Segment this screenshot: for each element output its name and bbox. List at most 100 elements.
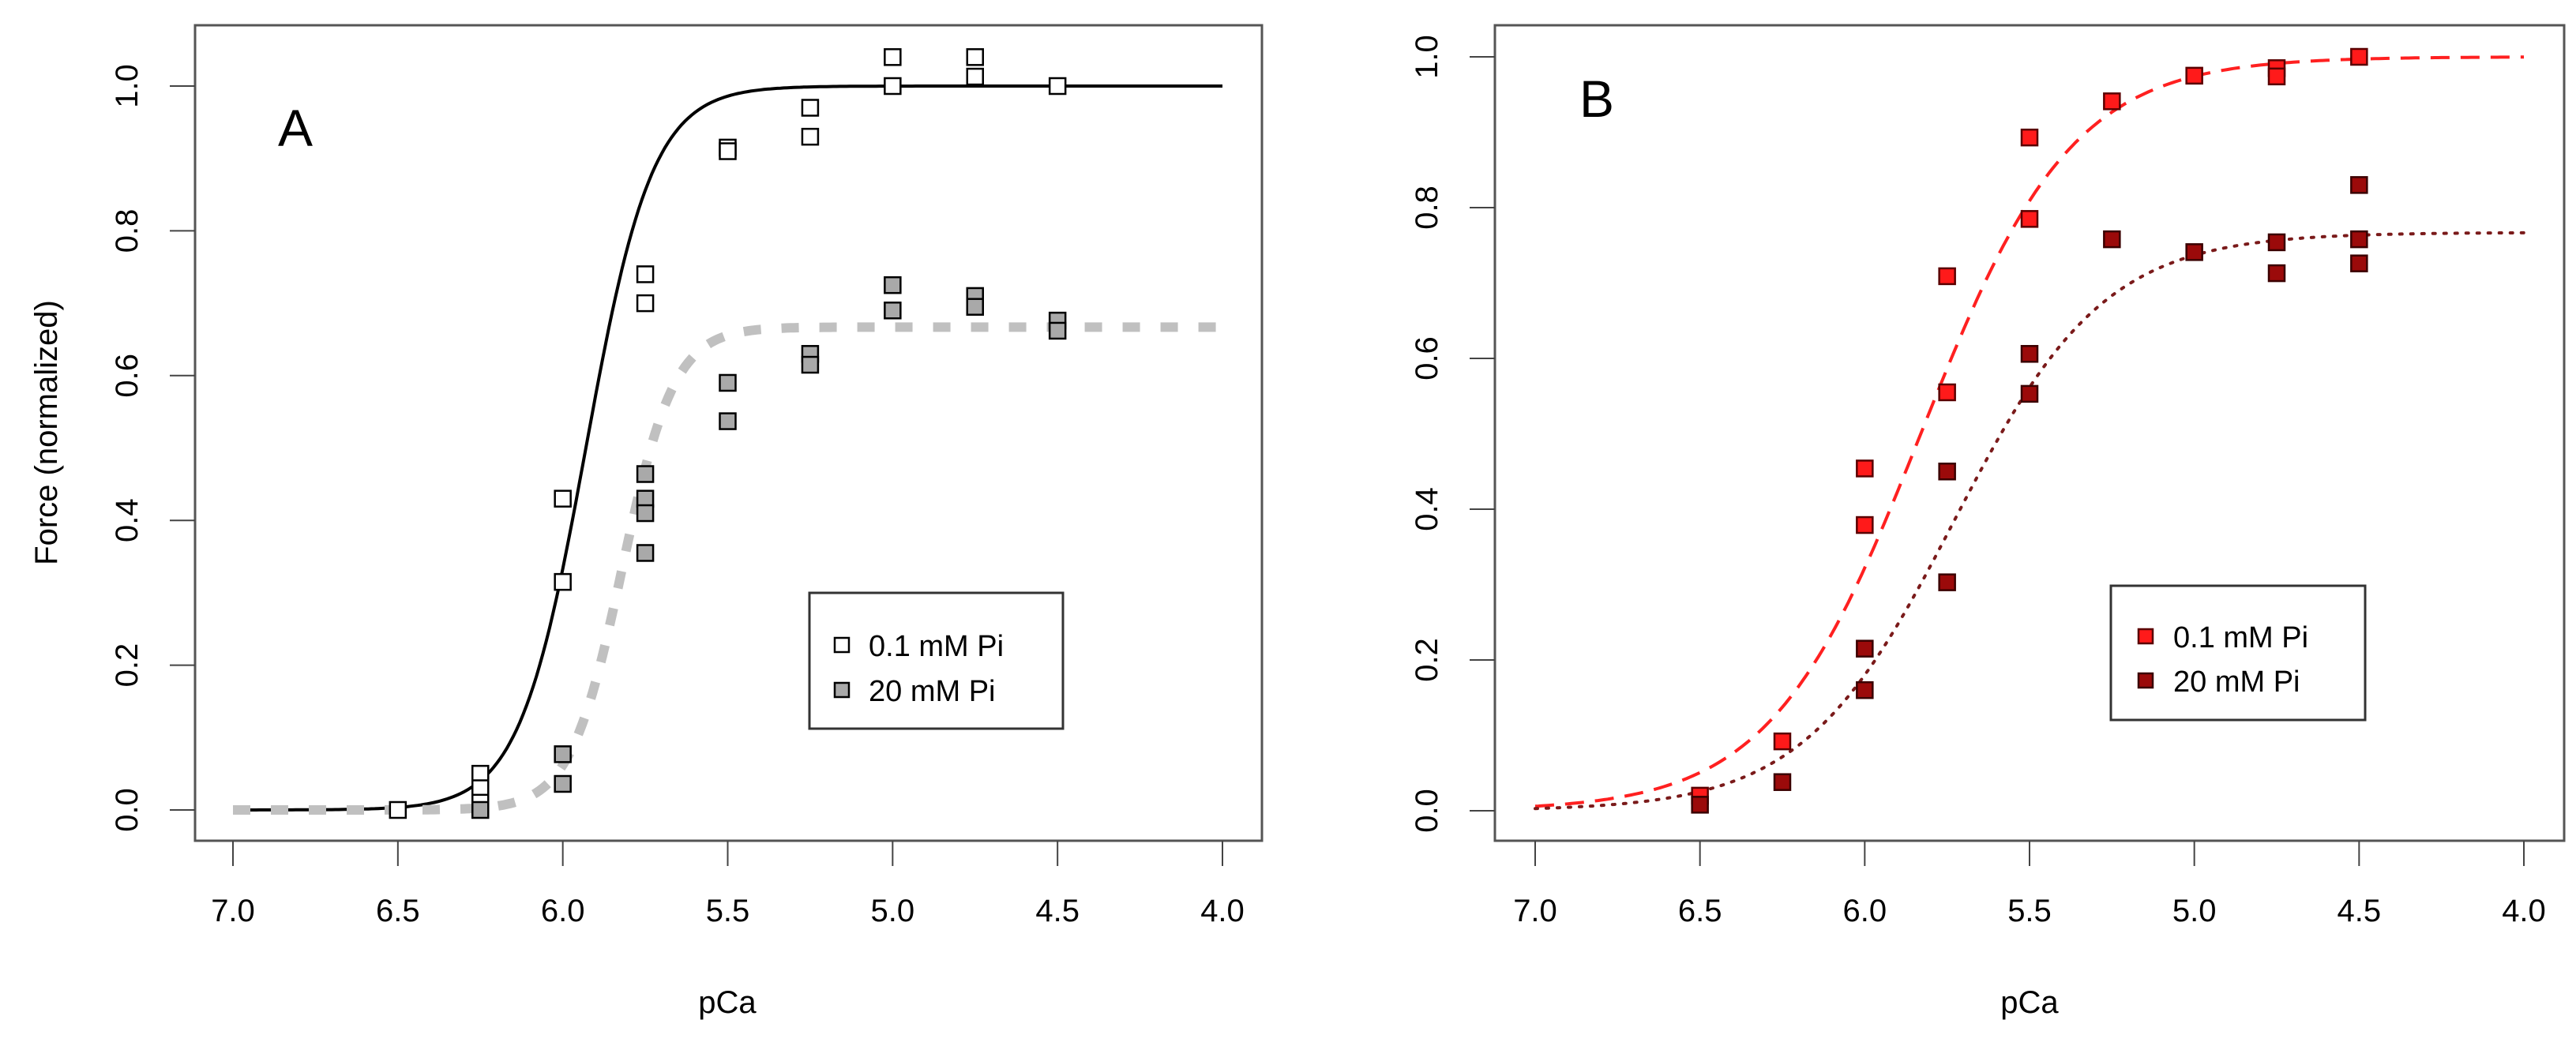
x-tick-label: 5.5	[706, 894, 750, 928]
data-point	[636, 294, 655, 313]
legend-label-20-mm-pi: 20 mM Pi	[869, 675, 995, 708]
data-point	[2350, 230, 2368, 249]
data-point	[2103, 230, 2121, 249]
data-point	[1938, 267, 1956, 286]
data-point	[801, 127, 820, 146]
x-tick-label: 4.0	[1200, 894, 1245, 928]
data-point	[966, 298, 984, 316]
x-tick-label: 6.5	[376, 894, 420, 928]
panel-a: A pCa Force (normalized) 0.1 mM Pi 20 mM…	[29, 24, 1264, 1020]
data-point	[1773, 773, 1792, 791]
x-tick-label: 4.5	[2338, 894, 2382, 928]
data-point	[1048, 321, 1067, 340]
y-tick-label: 0.8	[110, 209, 145, 253]
y-tick-label: 0.2	[110, 643, 145, 688]
legend-marker-20-mm-pi	[833, 681, 851, 699]
data-point	[471, 800, 490, 819]
panel-label: B	[1579, 69, 1614, 128]
data-point	[2020, 128, 2039, 147]
x-tick-label: 5.0	[2172, 894, 2217, 928]
x-tick-label: 7.0	[211, 894, 255, 928]
data-point	[1856, 680, 1874, 699]
data-point	[884, 77, 902, 96]
x-tick-label: 5.0	[871, 894, 915, 928]
data-point	[1856, 639, 1874, 658]
data-point	[2267, 233, 2286, 252]
x-tick-label: 5.5	[2007, 894, 2052, 928]
data-point	[884, 302, 902, 320]
data-point	[719, 373, 737, 392]
y-tick-label: 1.0	[110, 64, 145, 108]
data-point	[471, 764, 490, 783]
data-point	[1938, 383, 1956, 402]
legend-marker-0-1-mm-pi	[833, 636, 851, 654]
data-point	[801, 99, 820, 117]
legend-marker-20-mm-pi	[2137, 672, 2154, 689]
data-point	[966, 67, 984, 86]
y-tick-label: 0.6	[1410, 336, 1444, 381]
panel-b: B pCa 0.1 mM Pi 20 mM Pi 7.0 6.5 6.0 5.5 5.0…	[1410, 24, 2566, 1020]
data-point	[719, 142, 737, 160]
data-point	[1856, 459, 1874, 478]
data-point	[2020, 210, 2039, 228]
legend-label-20-mm-pi: 20 mM Pi	[2173, 665, 2300, 699]
y-tick-label: 0.8	[1410, 186, 1444, 230]
data-point	[884, 48, 902, 66]
y-tick-label: 0.6	[110, 354, 145, 398]
y-tick-label: 0.4	[1410, 487, 1444, 531]
panel-label: A	[278, 99, 313, 157]
data-point	[1773, 732, 1792, 751]
data-point	[389, 800, 407, 819]
data-point	[636, 504, 655, 523]
data-point	[2267, 264, 2286, 283]
data-point	[1938, 573, 1956, 591]
data-point	[471, 779, 490, 797]
x-tick-label: 6.0	[541, 894, 585, 928]
data-point	[801, 355, 820, 374]
y-tick-label: 0.0	[1410, 789, 1444, 833]
data-point	[636, 489, 655, 508]
data-point	[966, 48, 984, 66]
x-tick-label: 4.5	[1035, 894, 1080, 928]
data-point	[1691, 796, 1709, 814]
legend-label-0-1-mm-pi: 0.1 mM Pi	[2173, 621, 2308, 654]
x-tick-label: 4.0	[2502, 894, 2546, 928]
x-tick-label: 6.0	[1843, 894, 1887, 928]
x-tick-label: 7.0	[1513, 894, 1557, 928]
data-point	[884, 276, 902, 294]
legend-label-0-1-mm-pi: 0.1 mM Pi	[869, 630, 1004, 663]
legend-box	[2109, 584, 2367, 722]
data-point	[2185, 243, 2203, 261]
data-point	[1048, 77, 1067, 96]
legend: 0.1 mM Pi 20 mM Pi	[2109, 584, 2367, 722]
data-point	[1938, 463, 1956, 481]
y-tick-label: 0.2	[1410, 638, 1444, 682]
data-point	[2350, 47, 2368, 66]
data-point	[636, 265, 655, 283]
data-point	[1856, 516, 1874, 534]
legend: 0.1 mM Pi 20 mM Pi	[808, 591, 1065, 730]
legend-box	[808, 591, 1065, 730]
data-point	[719, 412, 737, 430]
x-axis-title: pCa	[2000, 985, 2059, 1020]
data-point	[2185, 66, 2203, 85]
data-point	[636, 544, 655, 562]
data-point	[554, 489, 572, 508]
data-point	[2020, 384, 2039, 403]
y-axis-title: Force (normalized)	[29, 300, 64, 565]
x-axis-title: pCa	[698, 985, 757, 1020]
data-point	[2350, 176, 2368, 194]
data-point	[2020, 345, 2039, 363]
data-point	[2267, 67, 2286, 86]
data-point	[2103, 92, 2121, 111]
legend-marker-0-1-mm-pi	[2137, 628, 2154, 645]
data-point	[554, 572, 572, 591]
x-tick-label: 6.5	[1678, 894, 1722, 928]
data-point	[636, 465, 655, 483]
data-point	[554, 745, 572, 763]
y-tick-label: 0.0	[110, 788, 145, 832]
data-point	[2350, 254, 2368, 272]
data-point	[554, 774, 572, 793]
